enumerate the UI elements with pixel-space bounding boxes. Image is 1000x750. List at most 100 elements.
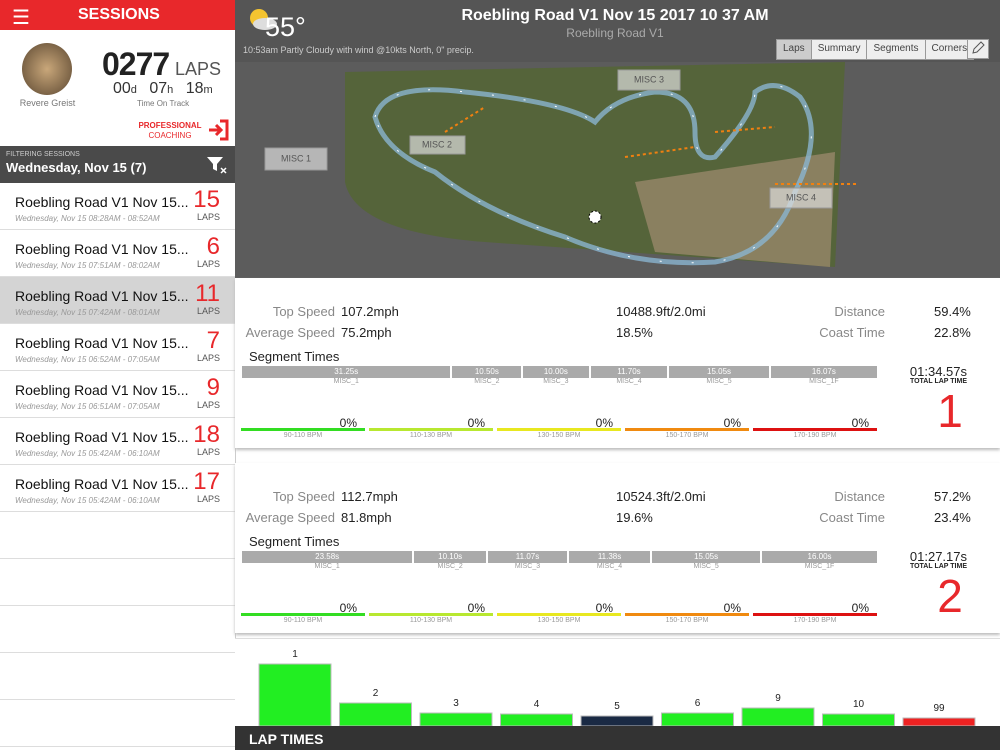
segment-bar: 23.58s	[242, 551, 413, 563]
edit-button[interactable]	[967, 39, 989, 59]
avatar	[22, 43, 72, 95]
menu-icon[interactable]: ☰	[12, 7, 30, 29]
zone-line	[369, 428, 493, 431]
session-item[interactable]: Roebling Road V1 Nov 15... Wednesday, Nov…	[0, 465, 235, 512]
session-title: Roebling Road V1 Nov 15...	[15, 288, 189, 304]
bar-label: 4	[534, 699, 540, 710]
stat-value: 75.2mph	[341, 325, 392, 340]
total-lap-label: TOTAL LAP TIME	[909, 378, 967, 385]
session-laps-unit: LAPS	[196, 259, 220, 269]
stat-label: Brake Time	[828, 325, 1000, 340]
filter-icon[interactable]	[206, 155, 228, 175]
session-time: Wednesday, Nov 15 07:42AM - 08:01AM	[15, 308, 160, 317]
sidebar: ☰ SESSIONS Revere Greist 0277 LAPS 00d 0…	[0, 0, 236, 750]
bar-label: 2	[373, 688, 379, 699]
sidebar-title: SESSIONS	[78, 6, 160, 23]
session-laps-unit: LAPS	[196, 306, 220, 316]
bar	[661, 712, 734, 727]
coaching-line: COACHING	[148, 131, 192, 140]
stat-label: Coast Time	[819, 510, 885, 525]
segment-bar: 11.70s	[590, 366, 668, 378]
time-label: Time On Track	[137, 99, 190, 108]
zone-label: 130-150 BPM	[537, 432, 581, 439]
zone-line	[497, 613, 621, 616]
stat-value: 81.8mph	[341, 510, 392, 525]
stat-value: 10524.3ft/2.0mi	[616, 489, 706, 504]
bar	[339, 702, 412, 727]
session-item[interactable]: Roebling Road V1 Nov 15... Wednesday, Nov…	[0, 230, 235, 277]
bar	[822, 713, 895, 727]
zone-line	[369, 613, 493, 616]
segment-bar: 15.05s	[652, 551, 761, 563]
chart-title: LAP TIMES	[249, 731, 324, 747]
coaching[interactable]: PROFESSIONAL COACHING	[135, 121, 205, 141]
lap-panel: Top Speed 107.2mph Average Speed 75.2mph Dis…	[235, 278, 1000, 448]
session-item[interactable]: Roebling Road V1 Nov 15... Wednesday, Nov…	[0, 277, 235, 324]
lap-number: 2	[937, 570, 963, 622]
map-label: MISC 3	[634, 74, 664, 84]
track-map: MISC 1 MISC 2 MISC 3 MISC 4	[235, 62, 1000, 278]
session-item[interactable]: Roebling Road V1 Nov 15... Wednesday, Nov…	[0, 418, 235, 465]
session-subtitle: Roebling Road V1	[566, 26, 664, 40]
total-lap-label: TOTAL LAP TIME	[909, 563, 967, 570]
segment-name: MISC_1F	[809, 378, 839, 385]
stat-label: Average Speed	[245, 325, 335, 340]
session-item[interactable]: Roebling Road V1 Nov 15... Wednesday, Nov…	[0, 183, 235, 230]
session-laps-unit: LAPS	[196, 494, 220, 504]
stat-value: 57.2%	[934, 489, 971, 504]
chart-footer: LAP TIMES	[235, 726, 1000, 750]
stat-value: 18.5%	[616, 325, 653, 340]
temperature: 55°	[265, 12, 306, 42]
zone-percent: 0%	[467, 416, 485, 430]
zone-label: 150-170 BPM	[665, 617, 709, 624]
bar-label: 99	[933, 703, 945, 714]
zone-percent: 0%	[723, 601, 741, 615]
zone-percent: 0%	[851, 601, 869, 615]
bar	[580, 715, 654, 727]
bar-label: 6	[695, 698, 701, 709]
segment-bar: 15.05s	[669, 366, 769, 378]
session-time: Wednesday, Nov 15 05:42AM - 06:10AM	[15, 496, 160, 505]
stat-label: Distance	[834, 489, 885, 504]
session-title: Roebling Road V1 Nov 15...	[15, 429, 189, 445]
segment-bar: 11.38s	[568, 551, 651, 563]
total-lap-time: 01:34.57s	[909, 364, 967, 379]
zone-percent: 0%	[339, 601, 357, 615]
session-item[interactable]: Roebling Road V1 Nov 15... Wednesday, Nov…	[0, 324, 235, 371]
days: 00	[113, 80, 131, 97]
session-laps: 6	[206, 233, 220, 260]
stat-label: Coast Time	[819, 325, 885, 340]
segment-name: MISC_1F	[804, 563, 835, 570]
session-laps: 15	[193, 186, 220, 213]
bar	[419, 712, 493, 727]
segment-name: MISC_2	[474, 378, 500, 385]
stat-value: 107.2mph	[341, 304, 399, 319]
zone-line	[241, 613, 365, 616]
session-laps: 17	[193, 468, 220, 495]
days-unit: d	[130, 84, 137, 96]
lap-chart-panel: 1 2 3 4 5 6 9 10 99 LAP TIMES	[235, 638, 1000, 750]
tab[interactable]: Summary	[810, 40, 867, 59]
zone-label: 150-170 BPM	[665, 432, 709, 439]
total-lap-time: 01:27.17s	[909, 549, 967, 564]
segment-name: MISC_1	[314, 563, 340, 570]
tab[interactable]: Corners	[924, 40, 974, 59]
tab[interactable]: Segments	[866, 40, 925, 59]
map-label: MISC 4	[786, 192, 816, 202]
zone-label: 110-130 BPM	[409, 617, 453, 624]
segment-name: MISC_3	[543, 378, 569, 385]
segments-title: Segment Times	[249, 349, 340, 364]
tab[interactable]: Laps	[777, 40, 811, 59]
session-item[interactable]: Roebling Road V1 Nov 15... Wednesday, Nov…	[0, 371, 235, 418]
zone-percent: 0%	[467, 601, 485, 615]
zone-label: 110-130 BPM	[409, 432, 453, 439]
minutes-unit: m	[203, 84, 213, 96]
zone-percent: 0%	[851, 416, 869, 430]
weather-icon	[250, 9, 277, 30]
bar-label: 3	[453, 698, 459, 709]
bar-label: 10	[853, 699, 865, 710]
segment-name: MISC_4	[596, 563, 623, 570]
zone-line	[753, 613, 877, 616]
session-list: Roebling Road V1 Nov 15... Wednesday, Nov…	[0, 183, 235, 750]
stat-value: 22.8%	[934, 325, 971, 340]
